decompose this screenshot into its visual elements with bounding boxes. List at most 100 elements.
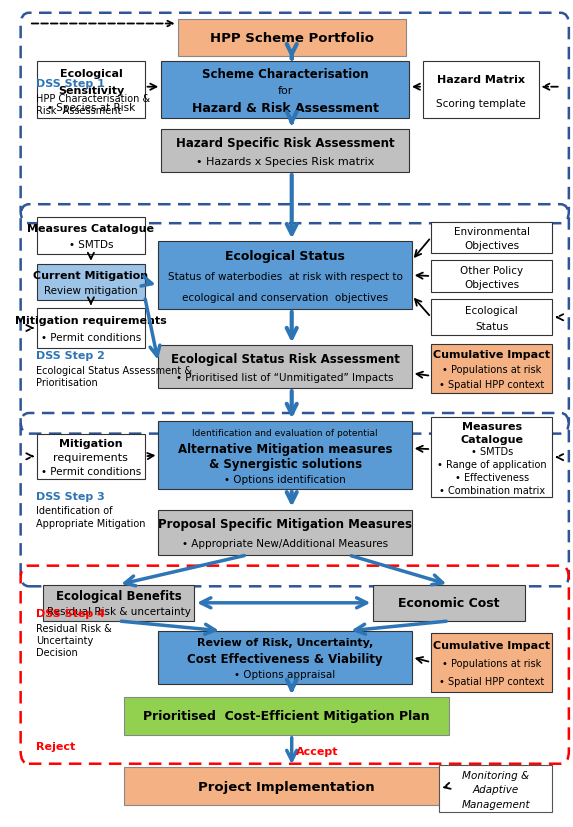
Text: Hazard Specific Risk Assessment: Hazard Specific Risk Assessment bbox=[176, 136, 394, 150]
Text: Measures Catalogue: Measures Catalogue bbox=[28, 224, 154, 234]
Text: • Combination matrix: • Combination matrix bbox=[439, 485, 545, 495]
Text: Monitoring &: Monitoring & bbox=[462, 770, 529, 780]
Text: • Permit conditions: • Permit conditions bbox=[41, 333, 141, 343]
Text: • Hazards x Species Risk matrix: • Hazards x Species Risk matrix bbox=[196, 156, 374, 166]
Text: • Options identification: • Options identification bbox=[224, 475, 346, 485]
Text: Objectives: Objectives bbox=[464, 280, 519, 289]
Text: Management: Management bbox=[461, 799, 530, 809]
Text: Identification and evaluation of potential: Identification and evaluation of potenti… bbox=[193, 428, 378, 437]
Text: Hazard Matrix: Hazard Matrix bbox=[437, 74, 525, 84]
FancyBboxPatch shape bbox=[158, 631, 412, 684]
FancyBboxPatch shape bbox=[373, 585, 525, 621]
FancyBboxPatch shape bbox=[42, 585, 194, 621]
Text: Mitigation requirements: Mitigation requirements bbox=[15, 316, 167, 326]
Text: DSS Step 2: DSS Step 2 bbox=[36, 351, 105, 361]
FancyBboxPatch shape bbox=[37, 434, 144, 480]
Text: DSS Step 1: DSS Step 1 bbox=[36, 79, 105, 88]
Text: Other Policy: Other Policy bbox=[460, 265, 523, 275]
Text: Ecological: Ecological bbox=[60, 69, 122, 79]
Text: • Permit conditions: • Permit conditions bbox=[41, 466, 141, 476]
Text: Residual Risk & uncertainty: Residual Risk & uncertainty bbox=[46, 607, 190, 617]
Text: Prioritisation: Prioritisation bbox=[36, 378, 98, 388]
Text: Project Implementation: Project Implementation bbox=[198, 780, 375, 792]
Text: Uncertainty: Uncertainty bbox=[36, 635, 93, 645]
Text: ecological and conservation  objectives: ecological and conservation objectives bbox=[182, 293, 388, 303]
Text: • Populations at risk: • Populations at risk bbox=[442, 658, 541, 668]
FancyBboxPatch shape bbox=[431, 261, 552, 292]
Text: Objectives: Objectives bbox=[464, 241, 519, 251]
Text: • Spatial HPP context: • Spatial HPP context bbox=[439, 380, 544, 390]
Text: • Range of application: • Range of application bbox=[437, 460, 547, 470]
FancyBboxPatch shape bbox=[37, 265, 144, 300]
FancyBboxPatch shape bbox=[431, 299, 552, 336]
Text: Proposal Specific Mitigation Measures: Proposal Specific Mitigation Measures bbox=[158, 517, 412, 530]
Text: Reject: Reject bbox=[36, 741, 75, 751]
Text: Catalogue: Catalogue bbox=[460, 434, 523, 444]
FancyBboxPatch shape bbox=[431, 418, 552, 498]
FancyBboxPatch shape bbox=[158, 510, 412, 555]
FancyBboxPatch shape bbox=[161, 130, 409, 173]
Text: Adaptive: Adaptive bbox=[473, 784, 519, 794]
Text: Mitigation: Mitigation bbox=[59, 439, 123, 449]
Text: • Species at Risk: • Species at Risk bbox=[47, 103, 135, 113]
Text: Risk  Assessment: Risk Assessment bbox=[36, 106, 121, 116]
Text: Alternative Mitigation measures: Alternative Mitigation measures bbox=[178, 442, 393, 455]
Text: DSS Step 4: DSS Step 4 bbox=[36, 608, 105, 618]
Text: Hazard & Risk Assessment: Hazard & Risk Assessment bbox=[192, 102, 379, 115]
Text: • SMTDs: • SMTDs bbox=[69, 240, 113, 250]
Text: Review mitigation: Review mitigation bbox=[44, 286, 138, 296]
Text: • Effectiveness: • Effectiveness bbox=[454, 472, 529, 482]
Text: • SMTDs: • SMTDs bbox=[470, 447, 513, 457]
Text: Status of waterbodies  at risk with respect to: Status of waterbodies at risk with respe… bbox=[168, 272, 403, 282]
Text: • Spatial HPP context: • Spatial HPP context bbox=[439, 676, 544, 686]
Text: Ecological Status Assessment &: Ecological Status Assessment & bbox=[36, 366, 192, 375]
Text: Appropriate Mitigation: Appropriate Mitigation bbox=[36, 519, 146, 528]
FancyBboxPatch shape bbox=[158, 242, 412, 309]
Text: HPP Scheme Portfolio: HPP Scheme Portfolio bbox=[210, 32, 374, 45]
Text: Ecological Status Risk Assessment: Ecological Status Risk Assessment bbox=[171, 352, 399, 366]
FancyBboxPatch shape bbox=[161, 62, 409, 118]
Text: Ecological Benefits: Ecological Benefits bbox=[56, 590, 181, 602]
Text: Scheme Characterisation: Scheme Characterisation bbox=[202, 68, 368, 81]
Text: for: for bbox=[277, 86, 293, 96]
FancyBboxPatch shape bbox=[124, 697, 449, 735]
FancyBboxPatch shape bbox=[158, 422, 412, 490]
FancyBboxPatch shape bbox=[178, 21, 406, 56]
FancyBboxPatch shape bbox=[37, 62, 144, 118]
Text: Cumulative Impact: Cumulative Impact bbox=[433, 350, 550, 360]
Text: Environmental: Environmental bbox=[454, 227, 529, 237]
Text: Sensitivity: Sensitivity bbox=[58, 86, 124, 96]
Text: Ecological: Ecological bbox=[465, 306, 518, 316]
Text: Identification of: Identification of bbox=[36, 506, 112, 516]
Text: Measures: Measures bbox=[462, 422, 522, 432]
Text: • Prioritised list of “Unmitigated” Impacts: • Prioritised list of “Unmitigated” Impa… bbox=[176, 373, 394, 383]
Text: Decision: Decision bbox=[36, 648, 78, 657]
FancyBboxPatch shape bbox=[431, 633, 552, 692]
FancyBboxPatch shape bbox=[439, 765, 552, 812]
Text: requirements: requirements bbox=[53, 452, 128, 462]
Text: HPP Characterisation &: HPP Characterisation & bbox=[36, 93, 150, 103]
Text: & Synergistic solutions: & Synergistic solutions bbox=[209, 457, 362, 471]
Text: Review of Risk, Uncertainty,: Review of Risk, Uncertainty, bbox=[197, 638, 373, 648]
FancyBboxPatch shape bbox=[124, 767, 449, 805]
Text: Accept: Accept bbox=[296, 746, 339, 756]
FancyBboxPatch shape bbox=[37, 218, 144, 255]
FancyBboxPatch shape bbox=[37, 308, 144, 348]
Text: Current Mitigation: Current Mitigation bbox=[33, 270, 148, 280]
Text: • Options appraisal: • Options appraisal bbox=[234, 669, 336, 679]
Text: Economic Cost: Economic Cost bbox=[398, 596, 500, 609]
Text: Residual Risk &: Residual Risk & bbox=[36, 623, 112, 633]
Text: Cumulative Impact: Cumulative Impact bbox=[433, 640, 550, 650]
Text: Ecological Status: Ecological Status bbox=[225, 250, 345, 263]
Text: Cost Effectiveness & Viability: Cost Effectiveness & Viability bbox=[187, 652, 383, 665]
Text: Status: Status bbox=[475, 322, 508, 332]
FancyBboxPatch shape bbox=[158, 346, 412, 389]
FancyBboxPatch shape bbox=[431, 344, 552, 394]
Text: Prioritised  Cost-Efficient Mitigation Plan: Prioritised Cost-Efficient Mitigation Pl… bbox=[143, 710, 430, 723]
Text: • Appropriate New/Additional Measures: • Appropriate New/Additional Measures bbox=[182, 538, 388, 548]
FancyBboxPatch shape bbox=[423, 62, 539, 118]
Text: Scoring template: Scoring template bbox=[436, 98, 525, 109]
FancyBboxPatch shape bbox=[431, 222, 552, 254]
Text: • Populations at risk: • Populations at risk bbox=[442, 365, 541, 375]
Text: DSS Step 3: DSS Step 3 bbox=[36, 491, 105, 501]
